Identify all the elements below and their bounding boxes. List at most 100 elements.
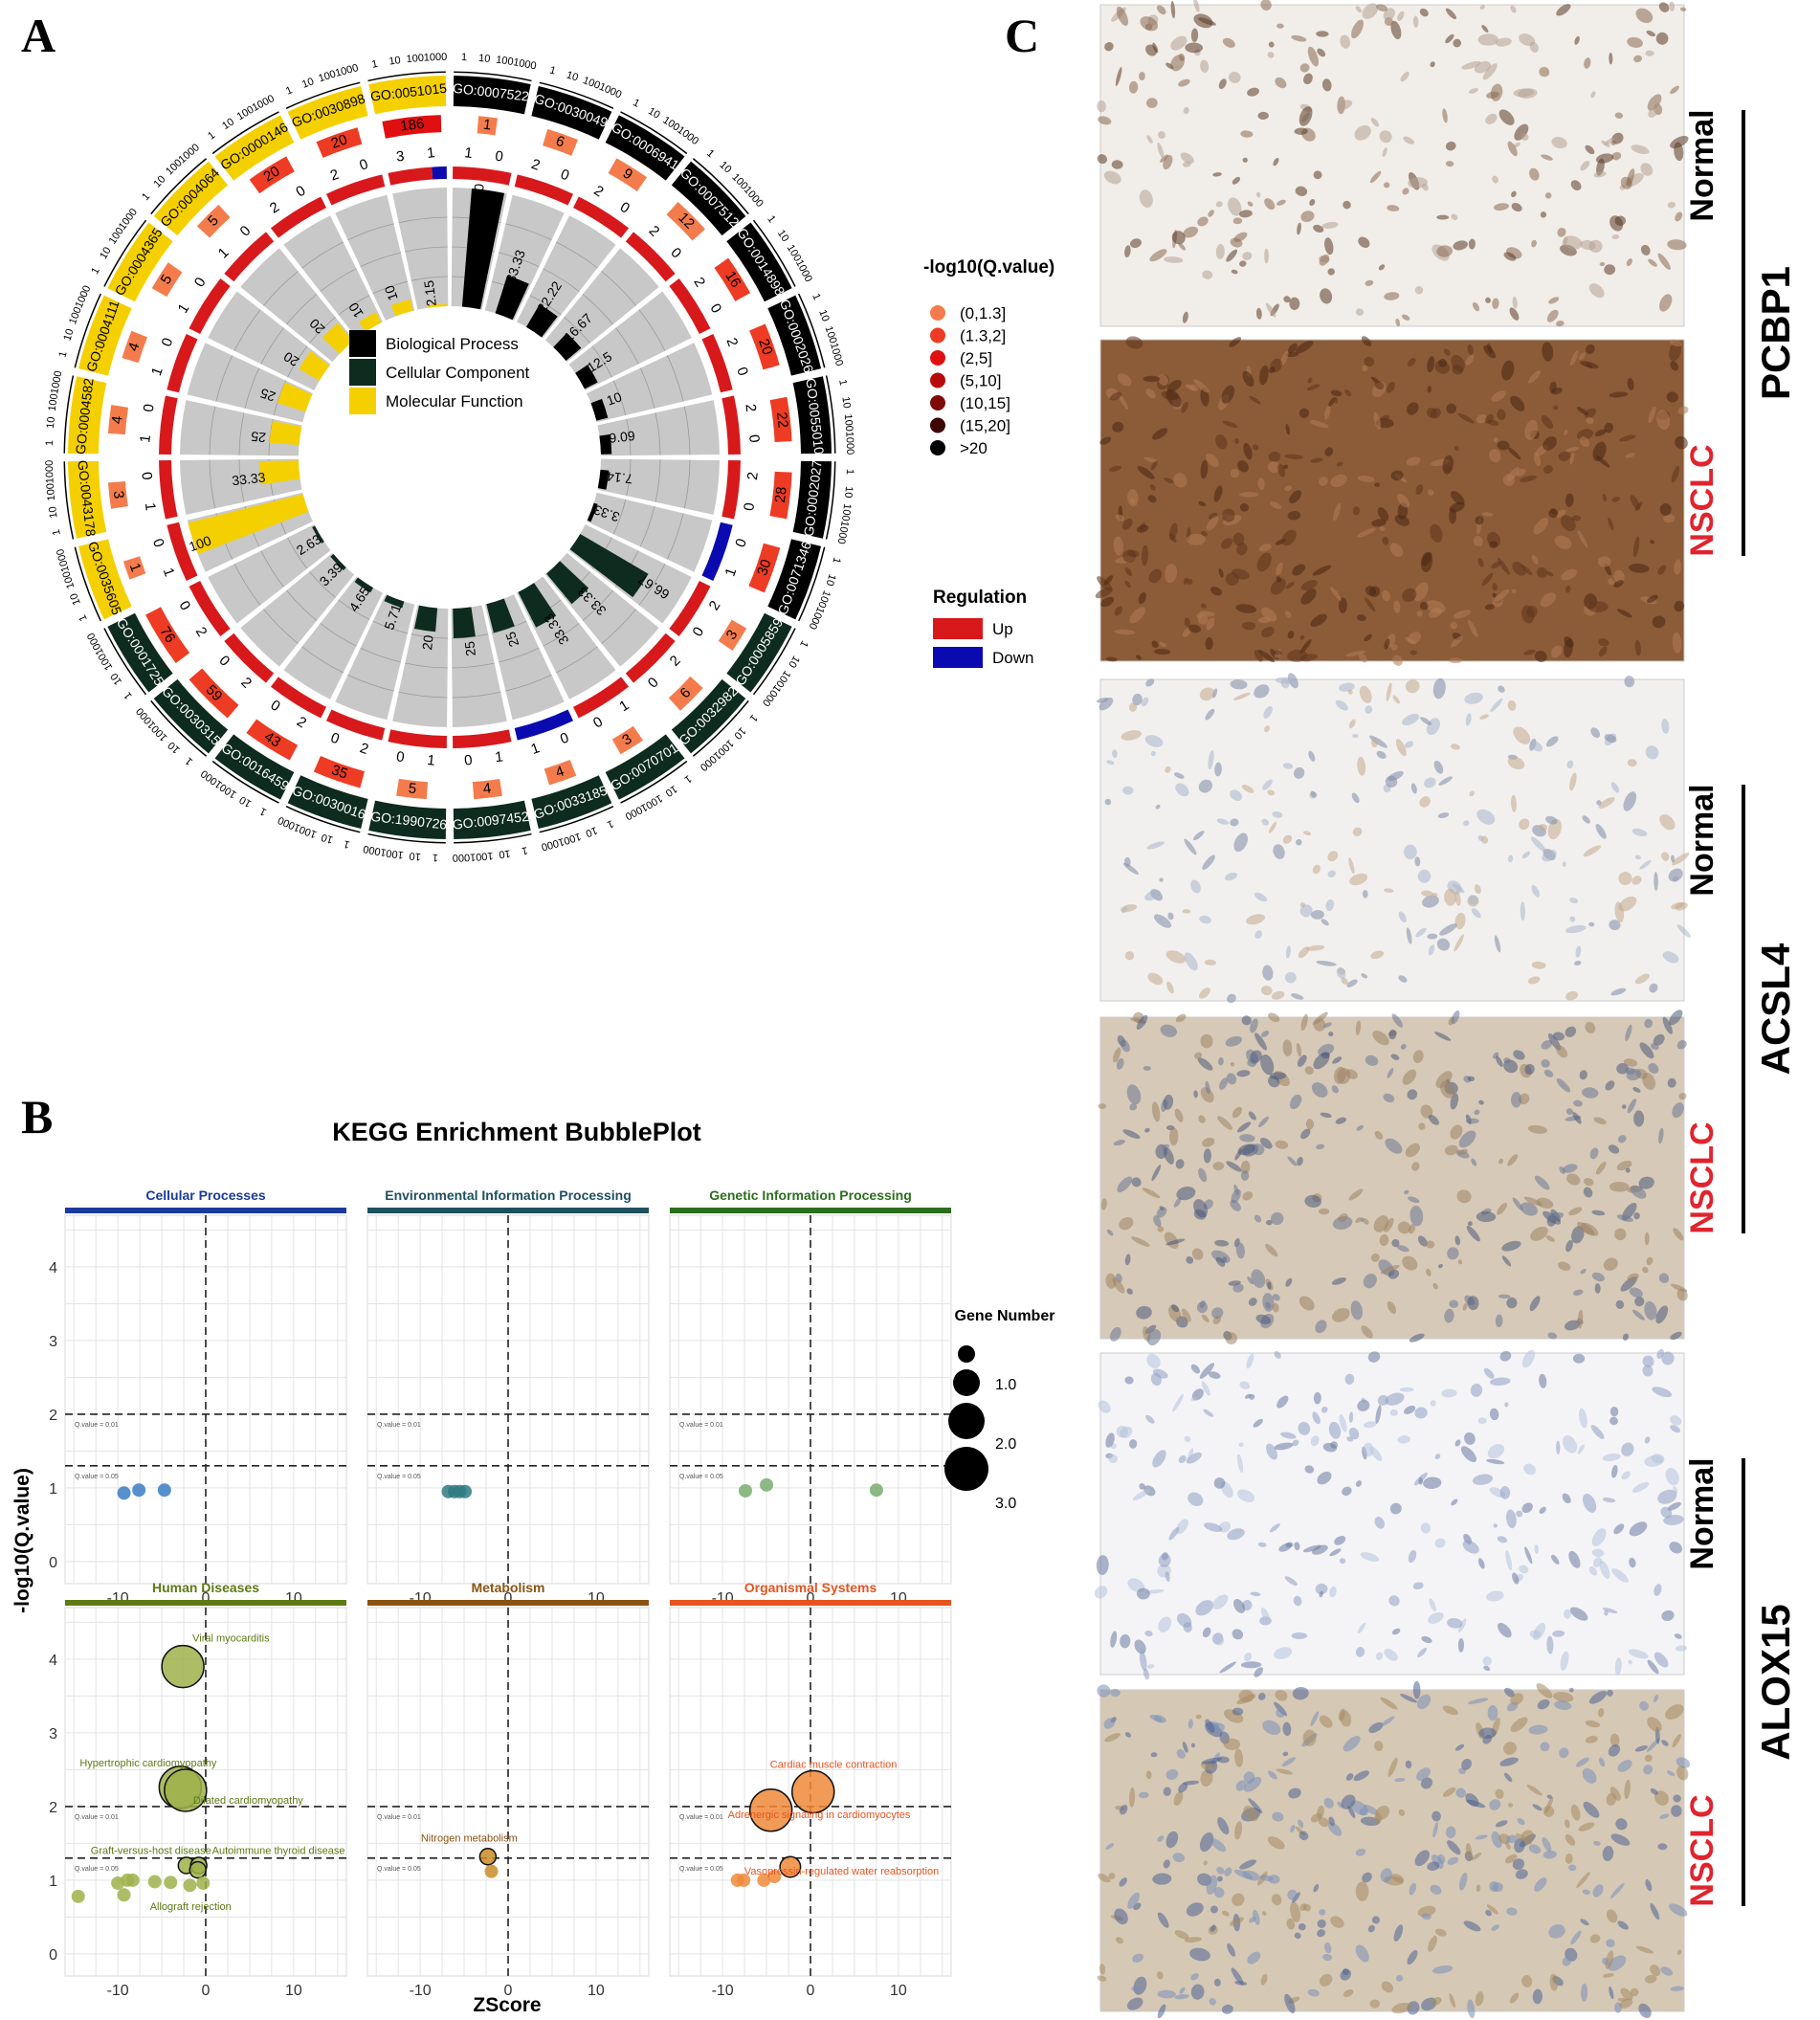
ihc-texture-cell [1650,540,1654,544]
ihc-texture-cell [1258,544,1272,552]
bubble-label: Nitrogen metabolism [421,1832,518,1844]
ihc-texture-cell [1318,1043,1335,1056]
down-count-label: 0 [745,433,763,443]
ihc-texture-cell [1380,1264,1400,1275]
data-bubble [791,1769,835,1814]
rich-factor-label: 20 [280,348,301,369]
ihc-texture-cell [1208,1371,1221,1379]
ihc-texture-cell [1428,944,1435,956]
gene-count-label: 4 [109,415,126,425]
ihc-texture-cell [1178,1455,1187,1464]
ihc-texture-cell [1646,30,1656,37]
scale-axis-arc [692,699,749,757]
ihc-texture-cell [1368,1721,1384,1734]
ihc-texture-cell [1187,1719,1193,1729]
ihc-texture-cell [1139,1651,1147,1672]
ihc-texture-cell [1566,760,1574,769]
ihc-texture-cell [1173,1791,1184,1806]
ihc-texture-cell [1464,692,1483,704]
scale-tick-label: 1000 [828,342,845,367]
ihc-texture-cell [1670,1415,1682,1426]
ihc-texture-cell [1318,1817,1330,1828]
ihc-texture-cell [1218,568,1224,578]
ihc-texture-cell [1588,1691,1608,1704]
ihc-texture-cell [1593,1840,1601,1846]
ihc-texture-cell [1184,1435,1191,1443]
ihc-texture-cell [1275,1690,1288,1701]
gene-count-label: 30 [754,557,775,577]
ihc-texture-cell [1355,1020,1362,1035]
ihc-texture-cell [1397,1221,1411,1234]
ihc-texture-cell [1537,1699,1550,1710]
qvalue-legend-title: -log10(Q.value) [923,257,1054,277]
qvalue-legend-dot [930,327,945,344]
ihc-texture-cell [1454,445,1459,452]
rich-factor-bar [384,594,405,609]
ihc-texture-cell [1149,1714,1163,1722]
ihc-texture-cell [1235,604,1257,613]
regulation-up-arc [325,709,386,741]
gene-count-label: 22 [773,411,791,429]
scale-tick-label: 1000 [807,605,827,631]
ihc-texture-cell [1648,406,1656,424]
go-term-band [531,775,612,830]
ihc-texture-cell [1545,815,1558,825]
ihc-texture-cell [1609,1882,1625,1899]
ihc-texture-cell [1200,1087,1214,1103]
ihc-texture-cell [1152,1450,1166,1468]
gene-count-bar [714,257,751,301]
ihc-texture-cell [1098,1400,1111,1413]
ihc-texture-cell [1104,41,1114,52]
scale-tick-label: 1 [631,97,641,109]
ihc-texture-cell [1163,1787,1171,1796]
go-term-band [605,115,685,181]
ihc-texture-cell [1661,719,1670,734]
ihc-texture-cell [1293,766,1305,779]
ihc-texture-cell [1631,828,1648,837]
ihc-texture-cell [1673,1228,1684,1241]
data-bubble [117,1486,131,1500]
ihc-texture-cell [1530,1226,1548,1241]
ihc-texture-cell [1258,1116,1270,1128]
gene-count-bar [472,778,502,800]
ihc-texture-cell [1250,1591,1261,1597]
ihc-texture-cell [1402,588,1417,603]
ihc-texture-cell [1294,127,1308,135]
ihc-texture-cell [1300,1013,1308,1032]
ihc-texture-cell [1412,1582,1424,1590]
ihc-texture-cell [1520,1202,1538,1216]
ihc-texture-cell [1254,1214,1262,1223]
ihc-texture-cell [1206,516,1219,531]
ihc-texture-cell [1602,1497,1616,1503]
ihc-texture-cell [1580,1919,1589,1926]
ihc-texture-cell [1667,1077,1676,1088]
ihc-texture-cell [1486,1590,1504,1602]
ihc-texture-cell [1558,1261,1571,1271]
ihc-texture-cell [1491,1831,1502,1849]
ihc-texture-cell [1248,1298,1257,1306]
regulation-up-arc [625,232,676,282]
ihc-texture-cell [1353,1770,1369,1782]
ihc-texture-cell [1321,919,1329,926]
ihc-texture-cell [1348,1411,1354,1423]
ihc-texture-cell [1098,1873,1111,1883]
ihc-texture-cell [1398,1809,1406,1816]
gene-count-label: 16 [721,268,744,290]
ihc-texture-cell [1420,1522,1431,1534]
data-bubble [737,1873,751,1887]
scale-tick-label: 1000 [597,81,623,101]
ihc-texture-cell [1506,467,1520,482]
ihc-texture-cell [1165,766,1171,773]
ihc-texture-cell [1457,413,1475,424]
ihc-texture-cell [1668,1903,1688,1917]
ihc-texture-cell [1321,1406,1328,1413]
ihc-texture-cell [1363,1218,1369,1225]
rich-factor-gridline [626,458,632,497]
ihc-texture-cell [1640,163,1654,176]
ihc-texture-cell [1232,1106,1242,1119]
ihc-texture-cell [1569,772,1577,791]
ihc-texture-cell [1166,981,1174,994]
ihc-texture-cell [1358,236,1370,248]
ihc-texture-cell [1492,1052,1499,1059]
ihc-texture-cell [1261,1911,1267,1916]
